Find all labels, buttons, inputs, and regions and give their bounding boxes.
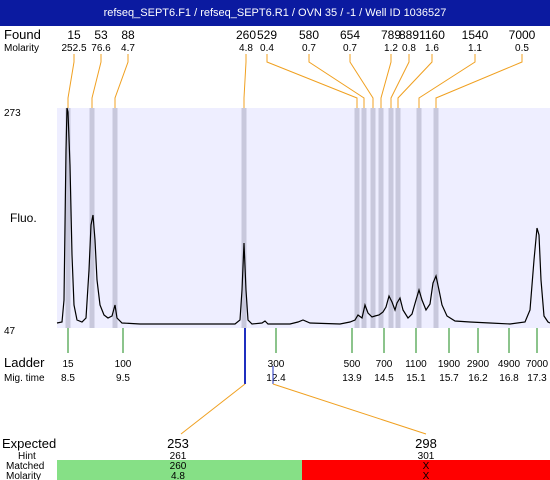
peak-band xyxy=(361,108,367,328)
found-peak-size: 889 xyxy=(399,28,419,42)
hint-label: Hint xyxy=(18,451,36,462)
peak-band xyxy=(378,108,384,328)
found-peak-size: 7000 xyxy=(509,28,536,42)
peak-leader-line xyxy=(418,54,476,108)
ladder-size: 100 xyxy=(115,359,132,370)
peak-band xyxy=(416,108,422,328)
ladder-size: 2900 xyxy=(467,359,490,370)
ladder-mig-time: 9.5 xyxy=(116,373,130,384)
ladder-size: 500 xyxy=(344,359,361,370)
found-label: Found xyxy=(4,27,41,42)
molarity-row-label: Molarity xyxy=(6,471,41,480)
ladder-mig-time: 8.5 xyxy=(61,373,75,384)
found-peak-molarity: 0.7 xyxy=(343,43,357,54)
expected-size-1: 253 xyxy=(167,436,189,451)
peak-leader-line xyxy=(67,54,75,108)
peak-leader-line xyxy=(435,54,523,108)
ladder-mig-time: 12.4 xyxy=(266,373,286,384)
ladder-mig-time: 16.8 xyxy=(499,373,519,384)
expected-size-2: 298 xyxy=(415,436,437,451)
found-peak-molarity: 252.5 xyxy=(61,43,86,54)
ladder-size: 1900 xyxy=(438,359,461,370)
expected-hint-2: 301 xyxy=(418,451,435,462)
y-axis-top-label: 273 xyxy=(4,108,21,119)
found-peak-size: 789 xyxy=(381,28,401,42)
peak-leader-line xyxy=(266,54,358,108)
found-peak-molarity: 1.2 xyxy=(384,43,398,54)
expected-leader-298 xyxy=(272,383,427,435)
fluorescence-trace xyxy=(56,107,550,325)
peak-band xyxy=(112,108,118,328)
found-peak-molarity: 76.6 xyxy=(91,43,111,54)
expected-matched-1: 260 xyxy=(170,461,187,472)
ladder-size: 300 xyxy=(268,359,285,370)
ladder-mig-time: 17.3 xyxy=(527,373,547,384)
expected-molarity-1: 4.8 xyxy=(171,471,185,480)
ladder-size: 7000 xyxy=(526,359,549,370)
ladder-size: 1100 xyxy=(405,359,427,370)
ladder-size: 15 xyxy=(62,359,74,370)
found-peak-size: 1540 xyxy=(462,28,489,42)
match-status-bar-1 xyxy=(57,460,302,480)
peak-band xyxy=(241,108,247,328)
found-peak-molarity: 4.7 xyxy=(121,43,135,54)
molarity-label: Molarity xyxy=(4,43,39,54)
ladder-mig-time: 16.2 xyxy=(468,373,488,384)
y-axis-bottom-label: 47 xyxy=(4,326,16,337)
peak-leader-line xyxy=(380,54,392,108)
match-status-bar-2 xyxy=(302,460,550,480)
peak-band xyxy=(388,108,394,328)
peak-leader-line xyxy=(91,54,102,108)
ladder-mig-time: 15.7 xyxy=(439,373,459,384)
expected-label: Expected xyxy=(2,436,56,451)
title-text: refseq_SEPT6.F1 / refseq_SEPT6.R1 / OVN … xyxy=(103,7,447,19)
expected-molarity-2: X xyxy=(423,471,430,480)
ladder-mig-time: 13.9 xyxy=(342,373,362,384)
found-peak-molarity: 0.7 xyxy=(302,43,316,54)
found-peak-size: 260 xyxy=(236,28,256,42)
found-peak-molarity: 0.4 xyxy=(260,43,274,54)
found-peak-size: 53 xyxy=(94,28,108,42)
found-peak-size: 88 xyxy=(121,28,135,42)
found-peak-size: 654 xyxy=(340,28,360,42)
peak-leader-line xyxy=(308,54,365,108)
expected-leader-253 xyxy=(180,383,246,435)
peak-band xyxy=(370,108,376,328)
expected-hint-1: 261 xyxy=(170,451,187,462)
plot-area xyxy=(57,108,550,328)
ladder-mig-time: 15.1 xyxy=(406,373,426,384)
peak-band xyxy=(354,108,360,328)
peak-leader-line xyxy=(243,54,247,108)
found-peak-molarity: 0.5 xyxy=(515,43,529,54)
ladder-size: 4900 xyxy=(498,359,521,370)
found-peak-molarity: 1.6 xyxy=(425,43,439,54)
peak-leader-line xyxy=(349,54,374,108)
peak-leader-line xyxy=(114,54,129,108)
peak-band xyxy=(65,108,71,328)
ladder-mig-time: 14.5 xyxy=(374,373,394,384)
found-peak-molarity: 4.8 xyxy=(239,43,253,54)
found-peak-size: 529 xyxy=(257,28,277,42)
found-peak-size: 15 xyxy=(67,28,81,42)
ladder-size: 700 xyxy=(376,359,393,370)
peak-band xyxy=(433,108,439,328)
found-peak-size: 1160 xyxy=(419,28,445,42)
fluo-label: Fluo. xyxy=(10,211,37,225)
found-peak-size: 580 xyxy=(299,28,319,42)
peak-leader-line xyxy=(390,54,410,108)
peak-band xyxy=(395,108,401,328)
mig-time-label: Mig. time xyxy=(4,373,45,384)
expected-matched-2: X xyxy=(423,461,430,472)
found-peak-molarity: 1.1 xyxy=(468,43,482,54)
ladder-label: Ladder xyxy=(4,355,45,370)
peak-leader-line xyxy=(397,54,433,108)
found-peak-molarity: 0.8 xyxy=(402,43,416,54)
title-bar: refseq_SEPT6.F1 / refseq_SEPT6.R1 / OVN … xyxy=(0,0,550,26)
matched-label: Matched xyxy=(6,461,44,472)
